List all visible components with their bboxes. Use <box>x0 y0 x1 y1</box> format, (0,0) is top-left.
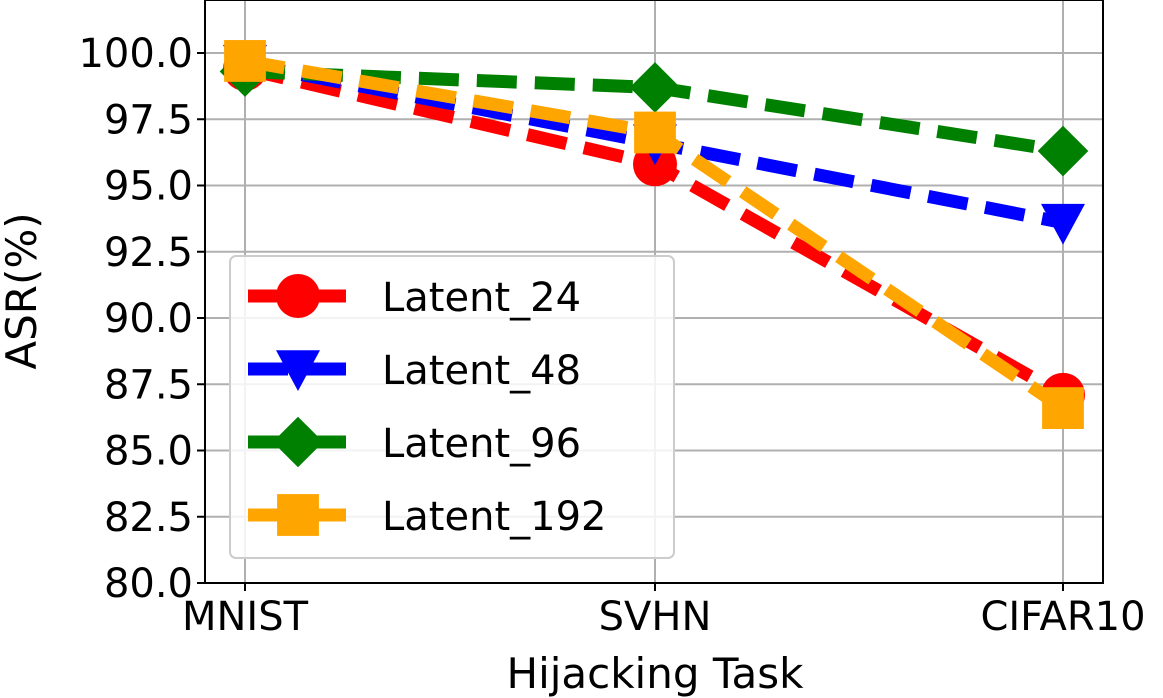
legend-marker <box>276 274 320 318</box>
x-tick-label: MNIST <box>182 594 309 640</box>
legend-label: Latent_96 <box>382 421 581 467</box>
series-latent-192 <box>224 40 1084 429</box>
y-tick-label: 90.0 <box>104 296 193 342</box>
legend-label: Latent_48 <box>382 348 581 394</box>
ticks-layer: 80.0 82.5 85.0 87.5 90.0 92.5 95.0 97.5 100.0 MNI… <box>78 31 1145 640</box>
legend-marker <box>276 350 320 391</box>
legend-item: Latent_24 <box>248 274 581 321</box>
y-tick-label: 80.0 <box>104 561 193 607</box>
x-tick-label: CIFAR10 <box>980 594 1145 640</box>
y-tick-label: 92.5 <box>104 230 193 276</box>
y-tick-label: 85.0 <box>104 429 193 475</box>
legend-marker <box>272 416 324 468</box>
x-tick-label: SVHN <box>599 594 712 640</box>
legend-item: Latent_48 <box>248 348 581 394</box>
data-point <box>1041 203 1085 245</box>
data-point <box>1042 387 1084 429</box>
data-point <box>224 40 266 82</box>
data-point <box>629 62 681 113</box>
legend-label: Latent_24 <box>382 275 581 321</box>
legend-item: Latent_96 <box>248 416 581 468</box>
x-axis-title: Hijacking Task <box>506 649 804 698</box>
series-layer <box>219 40 1089 429</box>
data-point <box>1037 125 1089 177</box>
y-axis-title: ASR(%) <box>0 212 46 369</box>
legend: Latent_24 Latent_48 Latent_96 Latent_192 <box>229 255 675 559</box>
legend-marker <box>277 494 319 536</box>
legend-item: Latent_192 <box>248 494 606 540</box>
y-tick-label: 95.0 <box>104 164 193 210</box>
data-point <box>634 111 676 154</box>
legend-label: Latent_192 <box>382 494 606 540</box>
y-tick-label: 97.5 <box>104 97 193 143</box>
legend-box <box>229 255 675 559</box>
y-tick-label: 82.5 <box>104 495 193 541</box>
y-tick-label: 87.5 <box>104 362 193 408</box>
y-tick-label: 100.0 <box>78 31 193 77</box>
